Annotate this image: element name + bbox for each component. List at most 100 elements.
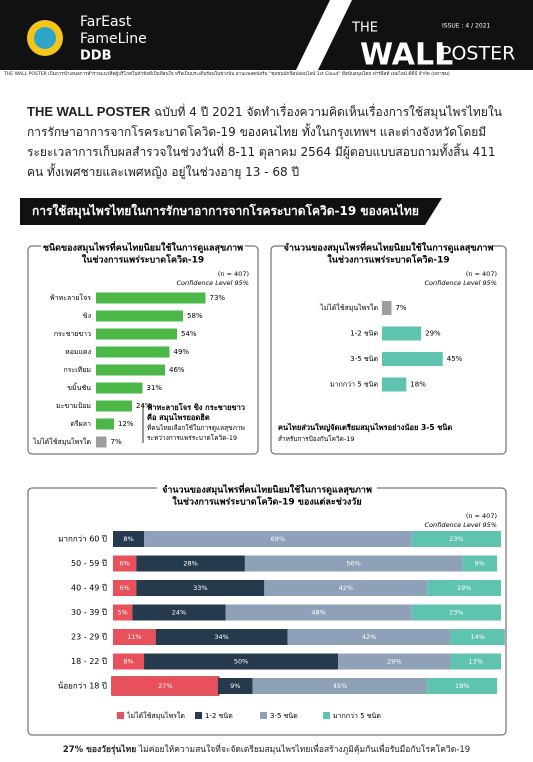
value-label: 31% bbox=[147, 384, 163, 392]
value-label: 54% bbox=[181, 330, 197, 338]
value-label: 49% bbox=[174, 348, 190, 356]
bar-segment bbox=[113, 531, 145, 547]
bar-segment bbox=[113, 555, 137, 572]
bar-segment bbox=[427, 678, 498, 694]
bar-segment bbox=[338, 653, 451, 670]
confidence: Confidence Level 95% bbox=[176, 279, 249, 287]
category-label: ฟ้าทะลายโจร bbox=[50, 293, 91, 302]
bar-segment bbox=[113, 604, 133, 621]
chart-title: จำนวนของสมุนไพรที่คนไทยนิยมใช้ในการดูแลส… bbox=[162, 483, 372, 496]
note: ระหว่างการแพร่ระบาดโควิด-19 bbox=[147, 434, 237, 442]
bar bbox=[96, 436, 107, 448]
value-label: 69% bbox=[271, 535, 285, 543]
chart-title: ในช่วงการแพร่ระบาดโควิด-19 bbox=[327, 254, 449, 266]
category-label: 1-2 ชนิด bbox=[350, 330, 378, 338]
bar-segment bbox=[113, 580, 137, 596]
value-label: 8% bbox=[123, 658, 133, 666]
footer-text: ไม่ค่อยให้ความสนใจที่จะจัดเตรียมสมุนไพรไ… bbox=[138, 745, 471, 755]
category-label: 23 - 29 ปี bbox=[71, 633, 107, 642]
value-label: 29% bbox=[425, 330, 441, 338]
bar-segment bbox=[411, 604, 501, 621]
value-label: 42% bbox=[362, 633, 376, 641]
legend-swatch bbox=[260, 712, 267, 719]
note: คนไทยส่วนใหญ่จัดเตรียมสมุนไพรอย่างน้อย 3… bbox=[278, 422, 452, 432]
note: ที่คนไทยเลือกใช้ในการดูแลสุขภาพ bbox=[147, 423, 245, 432]
category-label: ขมิ้นชัน bbox=[67, 381, 91, 392]
value-label: 24% bbox=[172, 609, 186, 617]
value-label: 27% bbox=[158, 682, 172, 690]
logo-line: FameLine bbox=[80, 31, 147, 47]
intro-lead: THE WALL POSTER bbox=[27, 104, 151, 119]
brand-top: THE bbox=[351, 21, 378, 36]
bar-segment bbox=[287, 629, 451, 645]
bar bbox=[96, 418, 114, 430]
legend-swatch bbox=[323, 712, 330, 719]
bar bbox=[96, 310, 183, 322]
value-label: 8% bbox=[123, 535, 133, 543]
sample-size: (n = 407) bbox=[218, 270, 249, 278]
value-label: 45% bbox=[333, 682, 347, 690]
value-label: 18% bbox=[410, 381, 426, 389]
bar-segment bbox=[136, 580, 265, 596]
bar bbox=[96, 382, 143, 394]
sample-size: (n = 407) bbox=[466, 512, 497, 520]
category-label: มะขามป้อม bbox=[56, 402, 91, 410]
value-label: 33% bbox=[193, 584, 207, 592]
value-label: 23% bbox=[449, 609, 463, 617]
bar-segment bbox=[225, 604, 412, 621]
chart-title: ในช่วงการแพร่ระบาดโควิด-19 ของแต่ละช่วงว… bbox=[172, 496, 361, 508]
bar bbox=[96, 364, 165, 376]
category-label: ตรีผลา bbox=[70, 420, 91, 428]
title-bg bbox=[157, 482, 377, 510]
category-label: หอมแดง bbox=[65, 348, 91, 356]
value-label: 18% bbox=[455, 682, 469, 690]
confidence: Confidence Level 95% bbox=[424, 521, 497, 529]
value-label: 9% bbox=[230, 682, 240, 690]
bar bbox=[382, 301, 392, 315]
bar-segment bbox=[113, 678, 218, 694]
header: FarEast FameLine DDB THE WALL ISSUE : 4 … bbox=[0, 0, 533, 70]
chart: จำนวนของสมุนไพรที่คนไทยนิยมใช้ในการดูแลส… bbox=[270, 240, 507, 455]
value-label: 14% bbox=[470, 633, 484, 641]
value-label: 24% bbox=[136, 402, 152, 410]
note: คือ สมุนไพรยอดฮิต bbox=[147, 412, 210, 422]
category-label: ขิง bbox=[83, 312, 91, 320]
value-label: 50% bbox=[234, 658, 248, 666]
bar bbox=[96, 328, 177, 340]
bar-segment bbox=[132, 604, 226, 621]
legend-swatch bbox=[195, 712, 202, 719]
value-label: 45% bbox=[447, 355, 463, 363]
value-label: 56% bbox=[346, 560, 360, 568]
brand-bottom: POSTER bbox=[440, 43, 515, 65]
value-label: 19% bbox=[457, 584, 471, 592]
bar-segment bbox=[144, 653, 339, 670]
chart-title: ในช่วงการแพร่ระบาดโควิด-19 bbox=[82, 254, 204, 266]
value-label: 73% bbox=[210, 294, 226, 302]
bar-segment bbox=[136, 555, 245, 572]
bar-segment bbox=[450, 653, 501, 670]
value-label: 58% bbox=[187, 312, 203, 320]
value-label: 23% bbox=[449, 535, 463, 543]
legend-label: 1-2 ชนิด bbox=[205, 712, 233, 720]
bar-segment bbox=[113, 653, 145, 670]
bar-segment bbox=[244, 555, 463, 572]
bar bbox=[382, 377, 407, 392]
note: ฟ้าทะลายโจร ขิง กระชายขาว bbox=[147, 402, 245, 412]
sample-size: (n = 407) bbox=[466, 270, 497, 278]
logo-core bbox=[34, 27, 56, 49]
value-label: 11% bbox=[127, 633, 141, 641]
value-label: 34% bbox=[214, 633, 228, 641]
category-label: กระเทียม bbox=[64, 366, 91, 374]
chart: ชนิดของสมุนไพรที่คนไทยนิยมใช้ในการดูแลสุ… bbox=[27, 240, 259, 455]
value-label: 9% bbox=[475, 560, 485, 568]
intro-text: ฉบับที่ 4 ปี 2021 จัดทำเรื่องความคิดเห็น… bbox=[27, 105, 502, 179]
category-label: 3-5 ชนิด bbox=[350, 355, 378, 363]
value-label: 13% bbox=[469, 658, 483, 666]
category-label: กระชายขาว bbox=[54, 330, 91, 338]
title-bg bbox=[41, 240, 245, 268]
legend-label: 3-5 ชนิด bbox=[270, 712, 298, 720]
category-label: 40 - 49 ปี bbox=[71, 584, 107, 593]
logo-line: DDB bbox=[80, 49, 112, 64]
header-bg bbox=[0, 0, 533, 70]
